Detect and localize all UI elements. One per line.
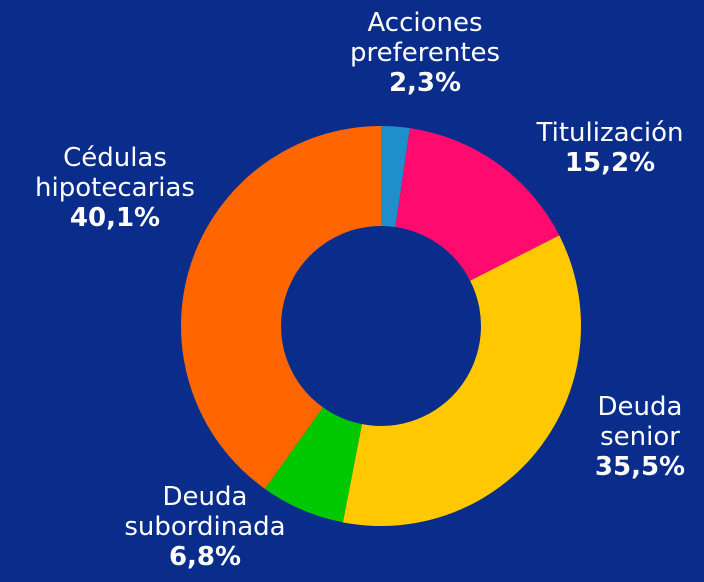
category-label: Acciones preferentes xyxy=(349,8,501,68)
slice-label: Cédulas hipotecarias 40,1% xyxy=(35,143,195,233)
value-label: 2,3% xyxy=(388,68,462,98)
slice-label: Titulización 15,2% xyxy=(537,118,684,178)
value-label: 6,8% xyxy=(168,542,242,572)
donut-slice xyxy=(180,126,381,489)
slice-label: Deuda senior 35,5% xyxy=(595,392,685,482)
donut-slice xyxy=(381,126,410,228)
category-label: Deuda senior xyxy=(597,392,683,452)
value-label: 40,1% xyxy=(69,203,161,233)
category-label: Titulización xyxy=(536,118,684,148)
category-label: Cédulas hipotecarias xyxy=(35,143,195,203)
value-label: 35,5% xyxy=(594,452,686,482)
slice-label: Acciones preferentes 2,3% xyxy=(350,8,500,98)
donut-slice xyxy=(264,407,362,523)
value-label: 15,2% xyxy=(564,148,656,178)
donut-slice xyxy=(342,235,581,527)
slice-label: Deuda subordinada 6,8% xyxy=(124,482,285,572)
donut-slice xyxy=(395,128,560,281)
category-label: Deuda subordinada xyxy=(124,482,286,542)
